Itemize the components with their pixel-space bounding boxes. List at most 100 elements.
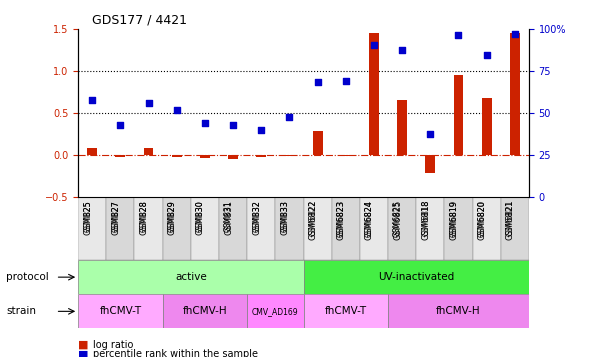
Text: GSM6821: GSM6821 bbox=[506, 200, 515, 236]
Text: GSM828: GSM828 bbox=[139, 200, 148, 235]
FancyBboxPatch shape bbox=[360, 197, 388, 260]
FancyBboxPatch shape bbox=[304, 260, 529, 294]
Text: GSM6820: GSM6820 bbox=[478, 200, 487, 240]
Text: GSM831: GSM831 bbox=[224, 200, 233, 235]
Text: GSM6822: GSM6822 bbox=[308, 200, 317, 236]
FancyBboxPatch shape bbox=[444, 197, 472, 260]
Text: GDS177 / 4421: GDS177 / 4421 bbox=[91, 13, 187, 26]
Text: GSM6818: GSM6818 bbox=[421, 200, 430, 241]
Text: GSM832: GSM832 bbox=[252, 200, 261, 232]
FancyBboxPatch shape bbox=[416, 197, 444, 260]
Point bbox=[426, 131, 435, 137]
FancyBboxPatch shape bbox=[106, 197, 135, 260]
Bar bbox=[115, 155, 126, 157]
Bar bbox=[228, 155, 238, 159]
FancyBboxPatch shape bbox=[78, 197, 106, 260]
Bar bbox=[369, 33, 379, 155]
Text: GSM830: GSM830 bbox=[196, 200, 205, 235]
Text: GSM832: GSM832 bbox=[252, 200, 261, 235]
Text: GSM6823: GSM6823 bbox=[337, 200, 346, 237]
FancyBboxPatch shape bbox=[219, 197, 247, 260]
Bar bbox=[510, 33, 520, 155]
Text: GSM6825: GSM6825 bbox=[393, 200, 402, 240]
Text: GSM6822: GSM6822 bbox=[308, 200, 317, 240]
Text: GSM829: GSM829 bbox=[168, 200, 177, 235]
Bar bbox=[313, 131, 323, 155]
FancyBboxPatch shape bbox=[304, 197, 332, 260]
Text: GSM6820: GSM6820 bbox=[478, 200, 487, 237]
Text: active: active bbox=[175, 272, 207, 282]
FancyBboxPatch shape bbox=[388, 197, 416, 260]
Point bbox=[341, 78, 350, 84]
Text: GSM827: GSM827 bbox=[111, 200, 120, 235]
FancyBboxPatch shape bbox=[501, 197, 529, 260]
Text: fhCMV-H: fhCMV-H bbox=[183, 306, 227, 316]
FancyBboxPatch shape bbox=[191, 197, 219, 260]
Text: GSM831: GSM831 bbox=[224, 200, 233, 232]
Bar bbox=[200, 155, 210, 158]
Text: percentile rank within the sample: percentile rank within the sample bbox=[93, 349, 258, 357]
Point bbox=[115, 122, 125, 128]
Point bbox=[257, 127, 266, 132]
Text: GSM6821: GSM6821 bbox=[506, 200, 515, 240]
Text: GSM828: GSM828 bbox=[139, 200, 148, 232]
Text: GSM830: GSM830 bbox=[196, 200, 205, 232]
FancyBboxPatch shape bbox=[247, 197, 275, 260]
Text: GSM6825: GSM6825 bbox=[393, 200, 402, 237]
Text: fhCMV-T: fhCMV-T bbox=[99, 306, 141, 316]
Text: log ratio: log ratio bbox=[93, 340, 133, 350]
Text: GSM6823: GSM6823 bbox=[337, 200, 346, 241]
Point bbox=[172, 107, 182, 113]
Text: GSM6818: GSM6818 bbox=[421, 200, 430, 236]
Text: GSM6824: GSM6824 bbox=[365, 200, 374, 240]
Text: protocol: protocol bbox=[6, 272, 49, 282]
Bar bbox=[341, 155, 351, 156]
Bar bbox=[144, 148, 153, 155]
FancyBboxPatch shape bbox=[304, 294, 388, 328]
Point bbox=[87, 97, 97, 103]
Bar bbox=[397, 100, 407, 155]
Text: GSM6819: GSM6819 bbox=[450, 200, 459, 237]
Text: UV-inactivated: UV-inactivated bbox=[378, 272, 454, 282]
Bar bbox=[256, 155, 266, 156]
FancyBboxPatch shape bbox=[247, 294, 304, 328]
Text: strain: strain bbox=[6, 306, 36, 316]
Point bbox=[144, 100, 153, 105]
Text: ■: ■ bbox=[78, 340, 88, 350]
Text: GSM833: GSM833 bbox=[281, 200, 290, 235]
Point bbox=[228, 122, 238, 128]
Point bbox=[285, 114, 294, 120]
FancyBboxPatch shape bbox=[163, 197, 191, 260]
Text: GSM825: GSM825 bbox=[83, 200, 92, 232]
Bar bbox=[284, 155, 294, 156]
Point bbox=[510, 32, 520, 37]
FancyBboxPatch shape bbox=[135, 197, 163, 260]
FancyBboxPatch shape bbox=[78, 294, 163, 328]
Point bbox=[200, 120, 210, 126]
Bar bbox=[481, 97, 492, 155]
Text: ■: ■ bbox=[78, 349, 88, 357]
Text: GSM825: GSM825 bbox=[83, 200, 92, 235]
Bar bbox=[454, 75, 463, 155]
Text: GSM6819: GSM6819 bbox=[450, 200, 459, 240]
FancyBboxPatch shape bbox=[163, 294, 247, 328]
Text: GSM827: GSM827 bbox=[111, 200, 120, 232]
Text: CMV_AD169: CMV_AD169 bbox=[252, 307, 299, 316]
Bar bbox=[87, 148, 97, 155]
Bar bbox=[172, 155, 182, 156]
Text: GSM833: GSM833 bbox=[281, 200, 290, 232]
Text: fhCMV-T: fhCMV-T bbox=[325, 306, 367, 316]
Text: GSM6824: GSM6824 bbox=[365, 200, 374, 237]
Point bbox=[454, 32, 463, 38]
FancyBboxPatch shape bbox=[472, 197, 501, 260]
Point bbox=[397, 47, 407, 52]
FancyBboxPatch shape bbox=[388, 294, 529, 328]
FancyBboxPatch shape bbox=[275, 197, 304, 260]
FancyBboxPatch shape bbox=[332, 197, 360, 260]
Point bbox=[482, 52, 492, 58]
Text: fhCMV-H: fhCMV-H bbox=[436, 306, 481, 316]
Bar bbox=[426, 155, 435, 174]
FancyBboxPatch shape bbox=[78, 260, 304, 294]
Point bbox=[369, 42, 379, 48]
Text: GSM829: GSM829 bbox=[168, 200, 177, 232]
